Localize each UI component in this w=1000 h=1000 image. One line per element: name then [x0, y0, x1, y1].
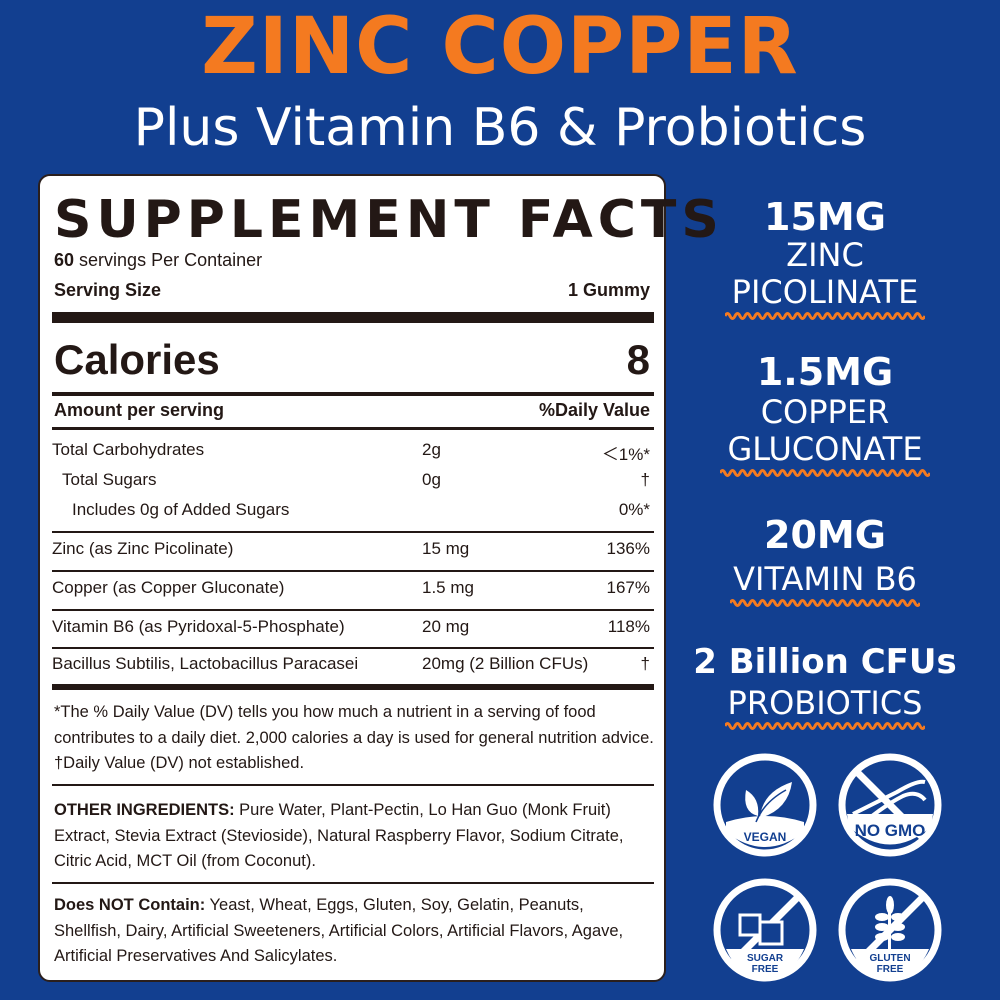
other-ingredients: OTHER INGREDIENTS: Pure Water, Plant-Pec…	[54, 801, 624, 870]
nutrient-dv: 0%*	[618, 500, 650, 519]
supplement-facts-panel: SUPPLEMENT FACTS 60 servings Per Contain…	[38, 174, 724, 982]
nutrient-amount: 15 mg	[422, 539, 470, 558]
svg-text:VEGAN: VEGAN	[744, 830, 787, 844]
calories-value: 8	[626, 336, 650, 383]
dv-label: %Daily Value	[538, 400, 650, 420]
divider	[52, 427, 654, 430]
nutrient-name: Total Carbohydrates	[52, 440, 205, 459]
nutrient-dv: †	[640, 470, 650, 489]
servings-text: servings Per Container	[79, 250, 263, 270]
wavy-underline-icon	[730, 599, 920, 607]
nutrient-name: Includes 0g of Added Sugars	[72, 500, 290, 519]
divider	[52, 684, 654, 690]
nutrient-name: Total Sugars	[62, 470, 157, 489]
highlight-line: COPPER	[760, 393, 890, 431]
highlight-amount: 2 Billion CFUs	[693, 642, 957, 682]
highlight-line: ZINC	[786, 236, 864, 274]
divider	[52, 609, 654, 611]
nutrient-dv: 136%	[606, 539, 650, 558]
svg-text:SUGAR: SUGAR	[747, 953, 784, 964]
nutrient-amount: 0g	[422, 470, 441, 489]
vegan-badge: VEGAN	[713, 753, 817, 857]
facts-title: SUPPLEMENT FACTS	[54, 190, 724, 250]
highlight-line: VITAMIN B6	[733, 560, 917, 598]
svg-text:GLUTEN: GLUTEN	[869, 953, 910, 964]
svg-text:FREE: FREE	[877, 964, 904, 975]
sugar-free-badge: SUGAR FREE	[713, 878, 817, 982]
nutrient-amount: 2g	[422, 440, 441, 459]
nutrient-name: Copper (as Copper Gluconate)	[52, 578, 285, 597]
divider	[52, 531, 654, 533]
highlight-amount: 20MG	[764, 513, 886, 557]
serving-size-label: Serving Size	[54, 280, 162, 300]
svg-text:FREE: FREE	[752, 964, 779, 975]
nutrient-dv: 167%	[606, 578, 650, 597]
wavy-underline-icon	[725, 722, 925, 730]
nutrient-amount: 20 mg	[422, 617, 470, 636]
divider	[52, 570, 654, 572]
leaf-icon	[745, 782, 792, 823]
dna-icon	[852, 779, 927, 822]
nutrient-amount: 20mg (2 Billion CFUs)	[422, 654, 589, 673]
gluten-free-badge: GLUTEN FREE	[838, 878, 942, 982]
does-not-contain: Does NOT Contain: Yeast, Wheat, Eggs, Gl…	[54, 896, 624, 965]
product-title: ZINC COPPER	[201, 2, 799, 92]
no-gmo-badge: NO GMO	[838, 753, 942, 857]
nutrient-amount: 1.5 mg	[422, 578, 474, 597]
servings-count: 60	[54, 250, 75, 270]
nutrient-dv: 118%	[607, 617, 650, 636]
nutrient-name: Vitamin B6 (as Pyridoxal-5-Phosphate)	[52, 617, 345, 636]
highlight-amount: 15MG	[764, 195, 886, 239]
nutrient-dv: ＜1%*	[601, 445, 650, 464]
sugar-cubes-icon	[738, 913, 784, 946]
serving-size-value: 1 Gummy	[567, 280, 650, 300]
svg-text:NO GMO: NO GMO	[855, 821, 926, 840]
nutrient-dv: †	[640, 654, 650, 673]
divider	[52, 647, 654, 649]
wavy-underline-icon	[725, 312, 925, 320]
footnote: *The % Daily Value (DV) tells you how mu…	[54, 703, 654, 772]
calories-label: Calories	[54, 336, 220, 383]
highlight-amount: 1.5MG	[756, 350, 894, 394]
product-subtitle: Plus Vitamin B6 & Probiotics	[133, 98, 867, 158]
wheat-icon	[875, 896, 905, 949]
nutrient-name: Zinc (as Zinc Picolinate)	[52, 539, 234, 558]
divider	[52, 312, 654, 323]
amount-label: Amount per serving	[54, 400, 225, 420]
highlight-line: GLUCONATE	[727, 430, 923, 468]
divider	[52, 392, 654, 396]
divider	[52, 882, 654, 884]
highlight-line: PICOLINATE	[731, 273, 919, 311]
divider	[52, 784, 654, 786]
nutrient-name: Bacillus Subtilis, Lactobacillus Paracas…	[52, 654, 359, 673]
highlight-line: PROBIOTICS	[727, 684, 923, 722]
wavy-underline-icon	[720, 469, 930, 477]
